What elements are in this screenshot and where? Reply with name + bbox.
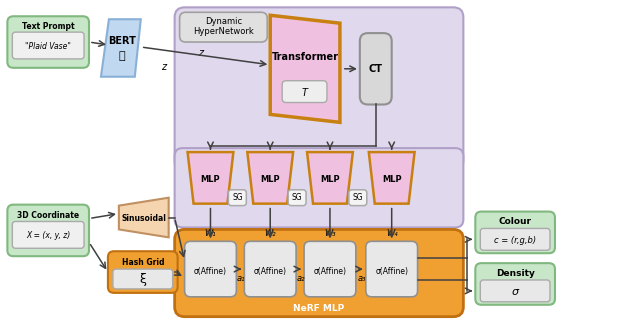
Text: a₁: a₁ [237,274,246,282]
Text: 3D Coordinate: 3D Coordinate [17,211,79,220]
Text: Density: Density [496,268,534,278]
FancyBboxPatch shape [304,241,356,297]
FancyBboxPatch shape [244,241,296,297]
Text: Sinusoidal: Sinusoidal [122,214,166,223]
Polygon shape [101,19,141,77]
Text: σ(Affine): σ(Affine) [314,266,346,276]
Text: T: T [302,88,308,97]
FancyBboxPatch shape [108,251,178,293]
FancyBboxPatch shape [476,212,555,253]
FancyBboxPatch shape [360,33,392,105]
Text: σ(Affine): σ(Affine) [194,266,227,276]
Text: MLP: MLP [260,176,280,184]
FancyBboxPatch shape [113,269,173,289]
Text: σ(Affine): σ(Affine) [253,266,287,276]
Text: W₃: W₃ [324,229,336,238]
Polygon shape [307,152,353,204]
FancyBboxPatch shape [8,205,89,256]
FancyBboxPatch shape [12,32,84,59]
Text: a₂: a₂ [297,274,305,282]
Text: Text Prompt: Text Prompt [22,22,74,31]
FancyBboxPatch shape [184,241,236,297]
Text: c = (r,g,b): c = (r,g,b) [494,236,536,245]
Text: Hash Grid: Hash Grid [122,258,164,266]
FancyBboxPatch shape [480,228,550,250]
Polygon shape [247,152,293,204]
FancyBboxPatch shape [12,222,84,248]
Polygon shape [369,152,415,204]
FancyBboxPatch shape [175,7,463,171]
Text: MLP: MLP [201,176,220,184]
Text: z: z [198,48,203,58]
Text: X = (x, y, z): X = (x, y, z) [26,231,70,240]
FancyBboxPatch shape [288,190,306,206]
Text: σ(Affine): σ(Affine) [375,266,408,276]
Text: BERT: BERT [108,36,136,46]
Text: Transformer: Transformer [271,52,339,62]
Text: "Plaid Vase": "Plaid Vase" [25,43,71,51]
Text: a₃: a₃ [358,274,366,282]
Text: MLP: MLP [320,176,340,184]
Text: HyperNetwork: HyperNetwork [193,27,254,36]
FancyBboxPatch shape [8,16,89,68]
Text: 🔒: 🔒 [118,51,125,61]
Text: NeRF MLP: NeRF MLP [293,304,344,313]
FancyBboxPatch shape [228,190,246,206]
Text: W₁: W₁ [205,229,216,238]
Text: CT: CT [369,64,383,74]
Text: z: z [161,62,166,72]
FancyBboxPatch shape [180,12,268,42]
Polygon shape [188,152,234,204]
FancyBboxPatch shape [366,241,417,297]
Text: SG: SG [292,193,303,202]
FancyBboxPatch shape [282,81,327,102]
FancyBboxPatch shape [480,280,550,302]
Polygon shape [270,15,340,122]
Text: Dynamic: Dynamic [205,17,242,26]
FancyBboxPatch shape [175,148,463,228]
Text: SG: SG [353,193,363,202]
Text: Colour: Colour [499,217,532,226]
FancyBboxPatch shape [175,229,463,317]
FancyBboxPatch shape [476,263,555,305]
Text: SG: SG [232,193,243,202]
Text: ξ: ξ [140,273,147,286]
Text: W₄: W₄ [386,229,397,238]
Text: σ: σ [511,287,518,297]
Polygon shape [119,198,169,237]
Text: MLP: MLP [382,176,401,184]
FancyBboxPatch shape [349,190,367,206]
Text: W₂: W₂ [264,229,276,238]
